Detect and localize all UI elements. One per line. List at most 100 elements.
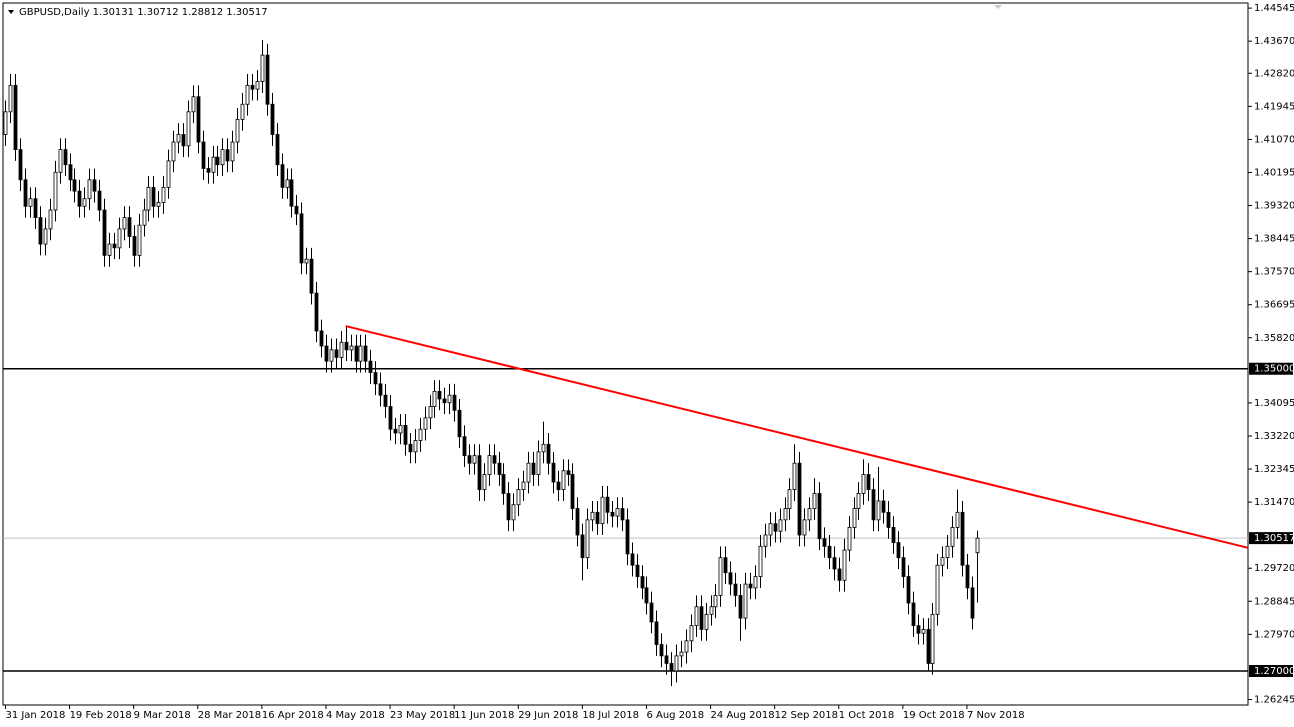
- x-tick-label: 11 Jun 2018: [454, 710, 514, 721]
- current-price-label: 1.30517: [1254, 533, 1294, 544]
- candle-body: [398, 425, 403, 434]
- candle-body: [181, 134, 186, 147]
- x-tick-label: 19 Feb 2018: [70, 710, 132, 721]
- candle-body: [393, 428, 398, 434]
- candle-body: [33, 198, 38, 219]
- candle-body: [437, 391, 442, 400]
- y-tick-label: 1.26245: [1254, 695, 1294, 706]
- candle-body: [906, 576, 911, 604]
- shift-marker: [994, 5, 1002, 9]
- candle-body: [901, 557, 906, 577]
- candle-body: [506, 493, 511, 521]
- candle-body: [822, 538, 827, 547]
- candle-body: [368, 360, 373, 373]
- candle-body: [388, 406, 393, 430]
- candle-body: [235, 118, 240, 143]
- candle-body: [240, 103, 245, 120]
- y-tick-label: 1.37570: [1254, 267, 1294, 278]
- candle-body: [442, 398, 447, 404]
- candle-body: [408, 443, 413, 453]
- level-label-box: [1249, 664, 1293, 677]
- candle-body: [566, 470, 571, 475]
- candle-body: [72, 179, 77, 192]
- candle-body: [817, 493, 822, 540]
- candle-body: [783, 508, 788, 521]
- candle-body: [664, 655, 669, 664]
- candle-body: [511, 504, 516, 521]
- y-tick-label: 1.27970: [1254, 629, 1294, 640]
- candle-body: [856, 493, 861, 509]
- candle-body: [265, 54, 270, 105]
- candle-body: [137, 224, 142, 256]
- plot-frame: [2, 2, 1249, 706]
- candle-body: [778, 519, 783, 532]
- candle-body: [531, 462, 536, 475]
- candle-body: [758, 545, 763, 577]
- candle-body: [590, 511, 595, 521]
- candle-body: [339, 341, 344, 358]
- x-tick-label: 9 Mar 2018: [134, 710, 191, 721]
- candle-body: [575, 508, 580, 536]
- y-tick-label: 1.38445: [1254, 234, 1294, 245]
- candle-body: [319, 330, 324, 347]
- candle-body: [847, 527, 852, 551]
- candle-body: [215, 156, 220, 166]
- y-tick-label: 1.29720: [1254, 563, 1294, 574]
- candle-body: [220, 149, 225, 166]
- candle-body: [728, 572, 733, 585]
- candle-body: [871, 489, 876, 521]
- candle-body: [659, 644, 664, 657]
- candle-body: [68, 164, 73, 181]
- candle-body: [482, 474, 487, 491]
- candle-body: [151, 186, 156, 207]
- candle-body: [738, 595, 743, 619]
- candle-body: [230, 141, 235, 162]
- candle-body: [171, 141, 176, 162]
- y-tick-label: 1.43670: [1254, 36, 1294, 47]
- candle-body: [654, 621, 659, 645]
- candle-body: [891, 527, 896, 543]
- candle-body: [250, 84, 255, 90]
- y-tick-label: 1.41945: [1254, 101, 1294, 112]
- candle-body: [3, 111, 8, 135]
- candle-body: [684, 640, 689, 653]
- candle-body: [787, 489, 792, 509]
- candle-body: [556, 481, 561, 491]
- x-tick-label: 28 Mar 2018: [198, 710, 261, 721]
- candle-body: [349, 345, 354, 351]
- candle-body: [13, 84, 18, 150]
- candle-body: [186, 111, 191, 147]
- candle-body: [477, 455, 482, 491]
- candle-body: [275, 134, 280, 166]
- x-tick-label: 18 Jul 2018: [582, 710, 639, 721]
- candle-body: [58, 149, 63, 173]
- y-tick-label: 1.32345: [1254, 464, 1294, 475]
- candle-body: [610, 511, 615, 517]
- candle-body: [457, 409, 462, 438]
- candle-body: [802, 519, 807, 536]
- candle-body: [472, 455, 477, 464]
- candle-body: [965, 564, 970, 589]
- level-label: 1.35000: [1254, 364, 1294, 375]
- x-tick-label: 7 Nov 2018: [967, 710, 1025, 721]
- x-tick-label: 4 May 2018: [326, 710, 385, 721]
- candle-body: [753, 576, 758, 589]
- candle-body: [117, 228, 122, 249]
- candle-body: [467, 455, 472, 464]
- candle-body: [383, 394, 388, 407]
- level-label-box: [1249, 362, 1293, 375]
- candle-body: [423, 417, 428, 430]
- candle-body: [827, 545, 832, 559]
- candle-body: [541, 443, 546, 453]
- candle-body: [649, 602, 654, 623]
- candle-body: [536, 451, 541, 475]
- candle-body: [373, 372, 378, 385]
- candle-body: [23, 179, 28, 207]
- candle-body: [28, 198, 33, 207]
- candle-body: [940, 557, 945, 566]
- candle-body: [950, 527, 955, 547]
- candle-body: [600, 496, 605, 525]
- candle-body: [866, 474, 871, 491]
- candle-body: [132, 236, 137, 256]
- candle-body: [911, 602, 916, 627]
